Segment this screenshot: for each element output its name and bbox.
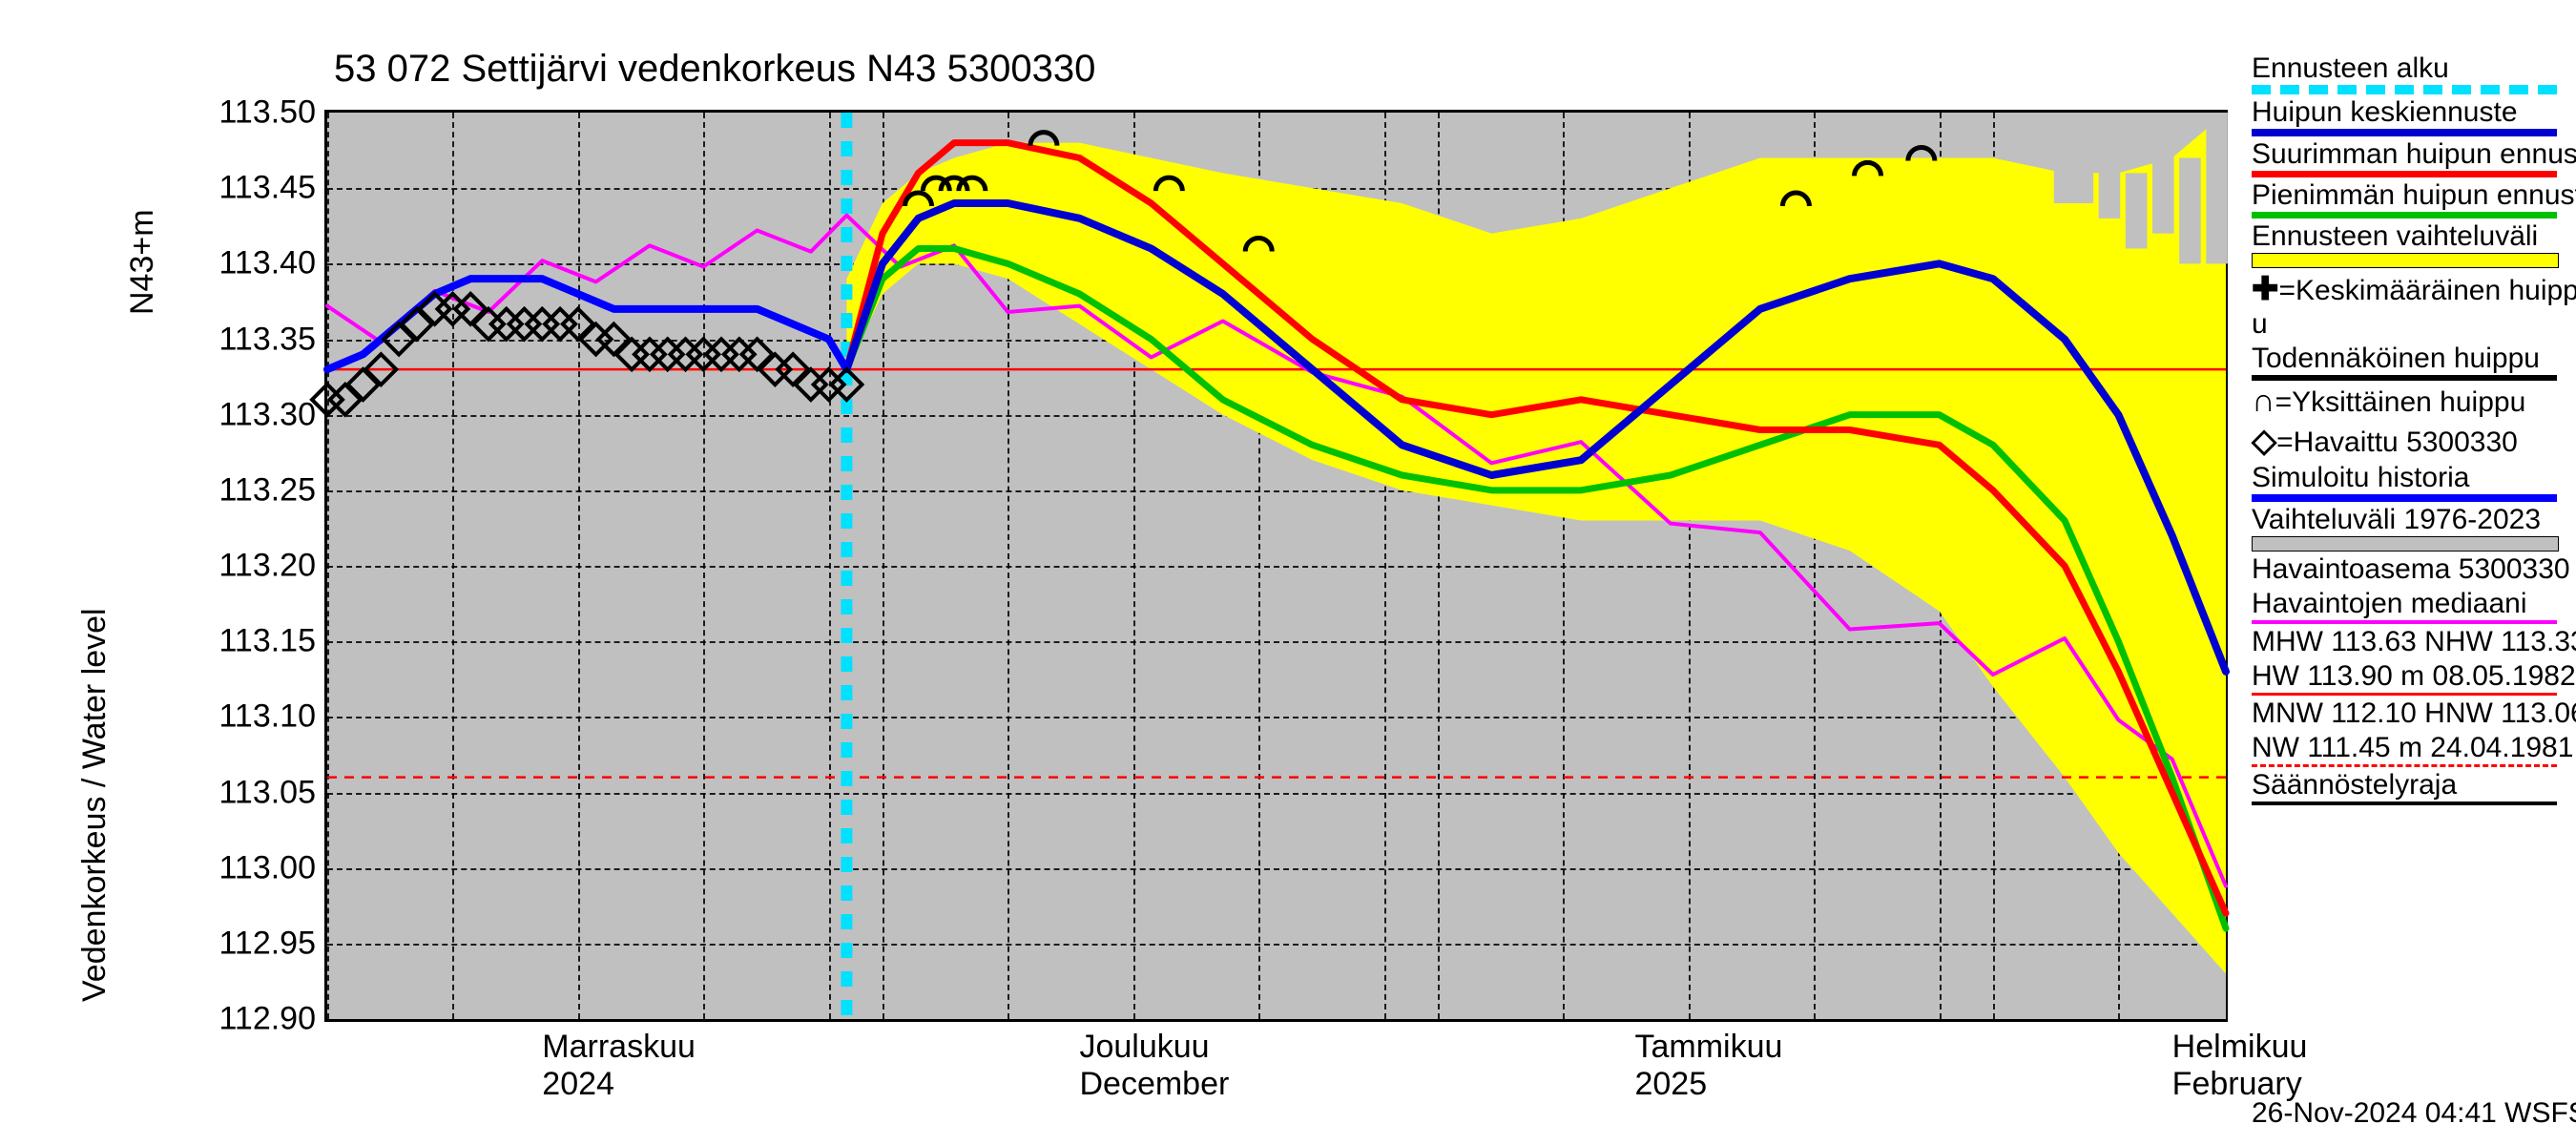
- historical-range-strip: [2152, 113, 2174, 234]
- legend-label: Havaintojen mediaani: [2252, 588, 2527, 619]
- legend-fill-swatch: [2252, 253, 2559, 268]
- legend-label: =Havaittu 5300330: [2276, 427, 2518, 458]
- legend-entry: Huipun keskiennuste: [2252, 96, 2557, 136]
- historical-range-strip: [2126, 173, 2148, 248]
- legend-entry: Simuloitu historia: [2252, 462, 2557, 502]
- y-tick-label: 113.30: [219, 396, 327, 433]
- legend-label: Suurimman huipun ennuste: [2252, 138, 2576, 170]
- y-tick-label: 113.15: [219, 623, 327, 660]
- legend-entry: Ennusteen alku: [2252, 52, 2557, 94]
- legend-label: NW 111.45 m 24.04.1981: [2252, 732, 2573, 763]
- legend-entry: NW 111.45 m 24.04.1981: [2252, 732, 2557, 767]
- legend-label: Simuloitu historia: [2252, 462, 2469, 493]
- legend-label: Huipun keskiennuste: [2252, 96, 2518, 128]
- y-tick-label: 113.40: [219, 245, 327, 282]
- legend-label: =Keskimääräinen huippu: [2279, 275, 2576, 306]
- legend-line-swatch: [2252, 171, 2557, 177]
- legend-entry: Vaihteluväli 1976-2023: [2252, 504, 2557, 552]
- legend-label: u: [2252, 308, 2557, 341]
- legend-line-swatch: [2252, 620, 2557, 624]
- legend-entry: Säännöstelyraja: [2252, 769, 2557, 805]
- legend-label: Havaintoasema 5300330: [2252, 553, 2570, 585]
- x-tick-label: Tammikuu2025: [1634, 1019, 1782, 1103]
- legend-underline-swatch: [2252, 764, 2557, 767]
- legend: Ennusteen alku Huipun keskiennuste Suurimm…: [2252, 52, 2557, 807]
- diamond-icon: ◇: [2252, 423, 2276, 459]
- plus-icon: ✚: [2252, 271, 2279, 307]
- historical-range-strip: [2099, 113, 2121, 219]
- legend-label: MHW 113.63 NHW 113.33: [2252, 626, 2576, 657]
- legend-entry: HW 113.90 m 08.05.1982: [2252, 660, 2557, 696]
- y-tick-label: 113.50: [219, 94, 327, 132]
- legend-entry: MHW 113.63 NHW 113.33: [2252, 626, 2557, 658]
- legend-line-swatch: [2252, 494, 2557, 502]
- legend-fill-swatch: [2252, 536, 2559, 552]
- x-tick-label: HelmikuuFebruary: [2172, 1019, 2308, 1103]
- legend-underline-swatch: [2252, 802, 2557, 805]
- legend-label: Ennusteen alku: [2252, 52, 2449, 84]
- timestamp-label: 26-Nov-2024 04:41 WSFS-O: [2252, 1097, 2576, 1130]
- x-tick-label: JoulukuuDecember: [1079, 1019, 1229, 1103]
- historical-range-strip: [2179, 158, 2201, 264]
- forecast-range-fill: [846, 113, 2226, 974]
- historical-range-strip: [2206, 113, 2228, 263]
- legend-entry: ✚=Keskimääräinen huippuu: [2252, 270, 2557, 341]
- legend-entry: Pienimmän huipun ennuste: [2252, 179, 2557, 219]
- y-tick-label: 113.20: [219, 548, 327, 585]
- legend-entry: MNW 112.10 HNW 113.06: [2252, 697, 2557, 730]
- legend-entry: ∩=Yksittäinen huippu: [2252, 383, 2557, 420]
- y-tick-label: 112.90: [219, 1001, 327, 1038]
- legend-entry: Havaintojen mediaani: [2252, 588, 2557, 624]
- y-axis-label-main: Vedenkorkeus / Water level: [76, 608, 114, 1002]
- y-tick-label: 112.95: [219, 925, 327, 962]
- legend-label: MNW 112.10 HNW 113.06: [2252, 697, 2576, 729]
- plot-area: 112.90112.95113.00113.05113.10113.15113.…: [324, 110, 2228, 1022]
- legend-line-swatch: [2252, 375, 2557, 381]
- legend-label: HW 113.90 m 08.05.1982: [2252, 660, 2576, 692]
- legend-label: Ennusteen vaihteluväli: [2252, 220, 2538, 252]
- legend-underline-swatch: [2252, 693, 2557, 696]
- legend-label: =Yksittäinen huippu: [2275, 386, 2526, 418]
- y-tick-label: 113.25: [219, 471, 327, 509]
- y-tick-label: 113.10: [219, 698, 327, 736]
- y-axis-label-datum: N43+m: [124, 209, 161, 315]
- y-tick-label: 113.35: [219, 321, 327, 358]
- legend-label: Säännöstelyraja: [2252, 769, 2457, 801]
- legend-label: Vaihteluväli 1976-2023: [2252, 504, 2541, 535]
- legend-entry: Ennusteen vaihteluväli: [2252, 220, 2557, 268]
- y-tick-label: 113.45: [219, 170, 327, 207]
- legend-label: Todennäköinen huippu: [2252, 343, 2540, 374]
- y-tick-label: 113.05: [219, 774, 327, 811]
- arc-icon: ∩: [2252, 383, 2275, 419]
- legend-label: Pienimmän huipun ennuste: [2252, 179, 2576, 211]
- y-tick-label: 113.00: [219, 849, 327, 886]
- historical-range-strip: [2072, 143, 2094, 203]
- legend-entry: Suurimman huipun ennuste: [2252, 138, 2557, 177]
- legend-entry: Havaintoasema 5300330: [2252, 553, 2557, 586]
- observed-diamond-marker: [348, 369, 379, 400]
- x-tick-label: Marraskuu2024: [542, 1019, 696, 1103]
- chart-title: 53 072 Settijärvi vedenkorkeus N43 53003…: [334, 48, 1095, 91]
- legend-line-swatch: [2252, 129, 2557, 136]
- legend-line-swatch: [2252, 212, 2557, 219]
- legend-entry: ◇=Havaittu 5300330: [2252, 422, 2557, 460]
- legend-entry: Todennäköinen huippu: [2252, 343, 2557, 381]
- legend-dash-swatch: [2252, 85, 2557, 94]
